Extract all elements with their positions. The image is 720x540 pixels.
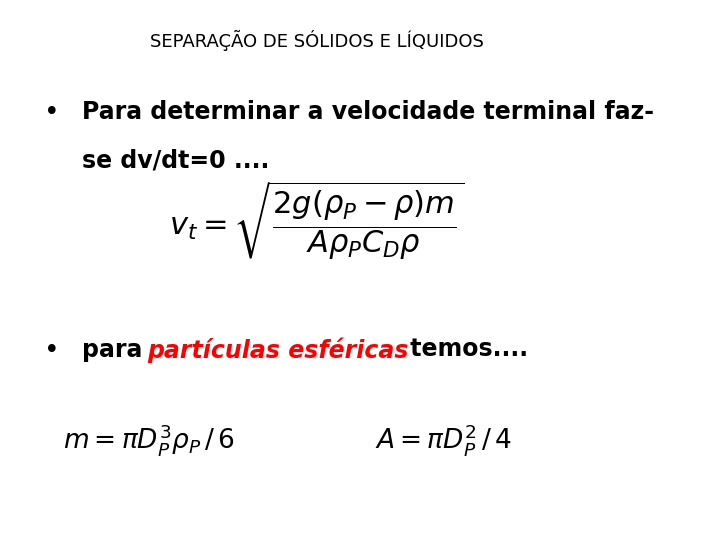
Text: SEPARAÇÃO DE SÓLIDOS E LÍQUIDOS: SEPARAÇÃO DE SÓLIDOS E LÍQUIDOS bbox=[150, 30, 484, 51]
Text: partículas esféricas: partículas esféricas bbox=[147, 338, 408, 363]
Text: •: • bbox=[45, 100, 60, 126]
Text: se dv/dt=0 ....: se dv/dt=0 .... bbox=[82, 148, 270, 172]
Text: Para determinar a velocidade terminal faz-: Para determinar a velocidade terminal fa… bbox=[82, 100, 654, 124]
Text: $m = \pi D_P^3 \rho_P \, / \, 6$: $m = \pi D_P^3 \rho_P \, / \, 6$ bbox=[63, 422, 235, 458]
Text: temos....: temos.... bbox=[402, 338, 528, 361]
Text: •: • bbox=[45, 338, 60, 363]
Text: para: para bbox=[82, 338, 151, 361]
Text: $A = \pi D_P^2 \, / \, 4$: $A = \pi D_P^2 \, / \, 4$ bbox=[375, 422, 512, 458]
Text: $v_t = \sqrt{\dfrac{2g(\rho_P - \rho)m}{A\rho_P C_D \rho}}$: $v_t = \sqrt{\dfrac{2g(\rho_P - \rho)m}{… bbox=[169, 180, 464, 262]
